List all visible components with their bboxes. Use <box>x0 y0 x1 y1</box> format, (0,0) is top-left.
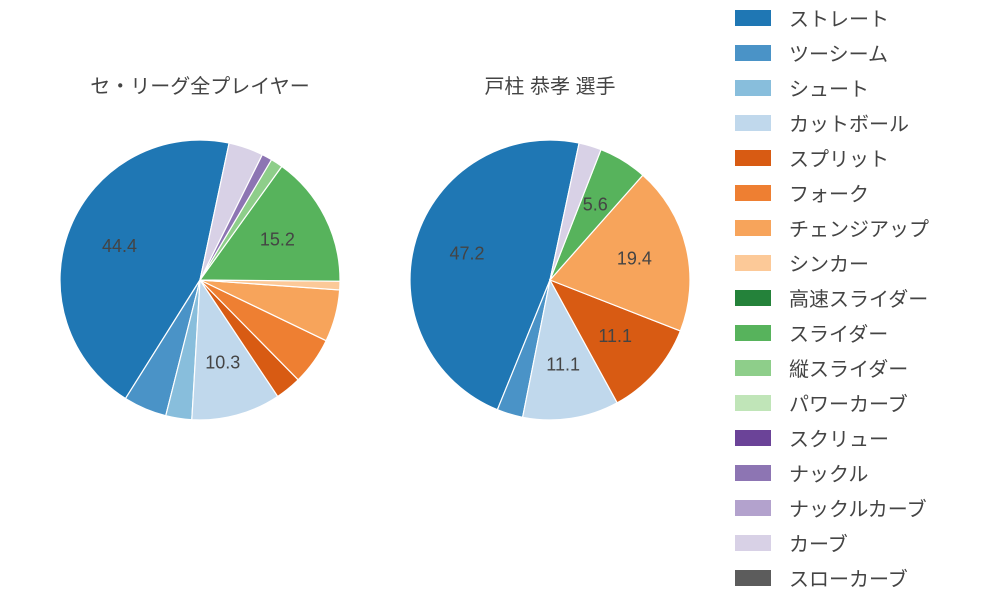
legend-label: スライダー <box>789 318 888 347</box>
pie-slice-label: 44.4 <box>102 236 137 256</box>
legend-item-fork[interactable]: フォーク <box>735 175 995 210</box>
pie-slice-label: 47.2 <box>449 243 484 263</box>
legend-item-sinker[interactable]: シンカー <box>735 245 995 280</box>
pie-slice-label: 11.1 <box>598 326 632 346</box>
legend-item-cutball[interactable]: カットボール <box>735 105 995 140</box>
legend-swatch <box>735 465 771 481</box>
pie-slice-label: 11.1 <box>546 355 580 375</box>
legend-label: パワーカーブ <box>789 388 908 417</box>
pie-slice-label: 10.3 <box>205 353 240 373</box>
legend-swatch <box>735 395 771 411</box>
pie-wrap: 44.4 10.3 15.2 <box>50 130 350 435</box>
pie-title: セ・リーグ全プレイヤー <box>50 70 350 99</box>
legend-item-slider[interactable]: スライダー <box>735 315 995 350</box>
legend-swatch <box>735 220 771 236</box>
legend-item-power_curve[interactable]: パワーカーブ <box>735 385 995 420</box>
legend-swatch <box>735 150 771 166</box>
legend-item-fast_slider[interactable]: 高速スライダー <box>735 280 995 315</box>
pie-title: 戸柱 恭孝 選手 <box>400 70 700 99</box>
legend-item-straight[interactable]: ストレート <box>735 0 995 35</box>
legend-label: ナックルカーブ <box>789 493 927 522</box>
pie-chart: 44.4 10.3 15.2 <box>50 130 350 430</box>
legend-label: スクリュー <box>789 423 889 452</box>
legend-item-screw[interactable]: スクリュー <box>735 420 995 455</box>
legend-item-curve[interactable]: カーブ <box>735 525 995 560</box>
pie-slice-label: 5.6 <box>583 195 608 215</box>
legend-swatch <box>735 185 771 201</box>
legend-swatch <box>735 325 771 341</box>
legend-swatch <box>735 10 771 26</box>
legend-label: チェンジアップ <box>789 213 929 242</box>
legend-label: 高速スライダー <box>789 283 928 312</box>
legend-label: ツーシーム <box>789 38 888 67</box>
legend-item-slow_curve[interactable]: スローカーブ <box>735 560 995 595</box>
pie-chart: 47.2 11.1 11.1 19.4 5.6 <box>400 130 700 430</box>
pie-wrap: 47.2 11.1 11.1 19.4 5.6 <box>400 130 700 435</box>
legend-label: カットボール <box>789 108 909 137</box>
legend-label: ストレート <box>789 3 889 32</box>
legend-swatch <box>735 290 771 306</box>
legend-label: カーブ <box>789 528 848 557</box>
legend-swatch <box>735 430 771 446</box>
pie-slice-label: 15.2 <box>260 230 295 250</box>
legend-item-knuckle_curve[interactable]: ナックルカーブ <box>735 490 995 525</box>
legend-swatch <box>735 535 771 551</box>
legend-label: シュート <box>789 73 869 102</box>
legend-swatch <box>735 500 771 516</box>
legend-label: スローカーブ <box>789 563 908 592</box>
legend-swatch <box>735 360 771 376</box>
legend-item-split[interactable]: スプリット <box>735 140 995 175</box>
legend-label: シンカー <box>789 248 869 277</box>
legend: ストレートツーシームシュートカットボールスプリットフォークチェンジアップシンカー… <box>735 0 995 595</box>
legend-item-changeup[interactable]: チェンジアップ <box>735 210 995 245</box>
legend-swatch <box>735 255 771 271</box>
legend-swatch <box>735 45 771 61</box>
legend-item-knuckle[interactable]: ナックル <box>735 455 995 490</box>
legend-label: スプリット <box>789 143 889 172</box>
chart-stage: セ・リーグ全プレイヤー 44.4 10.3 15.2 戸柱 恭孝 選手 47.2 11.1 1… <box>0 0 1000 600</box>
legend-swatch <box>735 570 771 586</box>
legend-item-two_seam[interactable]: ツーシーム <box>735 35 995 70</box>
legend-item-v_slider[interactable]: 縦スライダー <box>735 350 995 385</box>
legend-label: ナックル <box>789 458 868 487</box>
legend-label: フォーク <box>789 178 869 207</box>
legend-swatch <box>735 80 771 96</box>
legend-label: 縦スライダー <box>789 353 908 382</box>
pie-slice-label: 19.4 <box>617 248 652 268</box>
legend-item-shuuto[interactable]: シュート <box>735 70 995 105</box>
legend-swatch <box>735 115 771 131</box>
